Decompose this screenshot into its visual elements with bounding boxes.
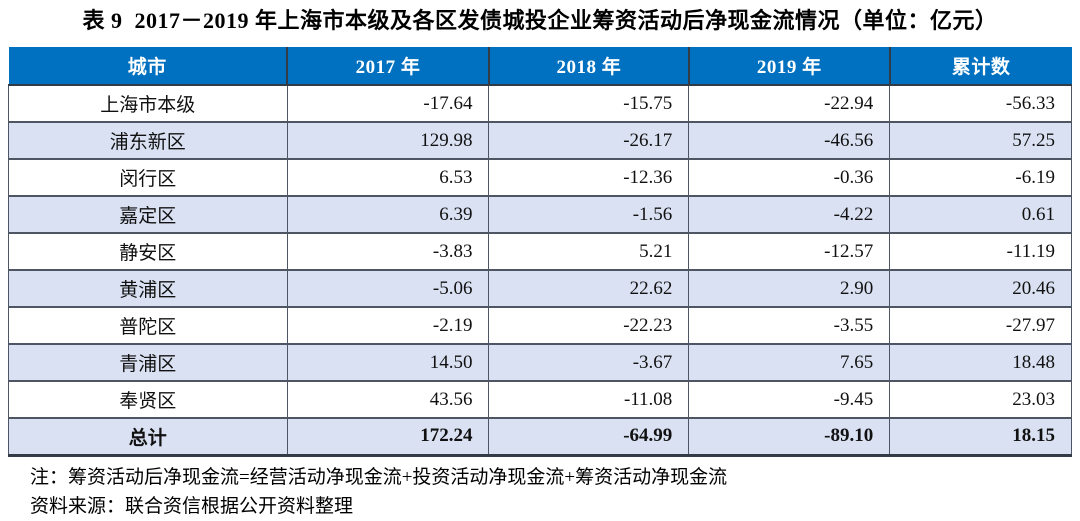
table-row: 浦东新区 129.98 -26.17 -46.56 57.25 (8, 122, 1072, 160)
source-note: 资料来源：联合资信根据公开资料整理 (30, 495, 354, 517)
value-cell: -0.36 (688, 159, 891, 197)
value-cell: -27.97 (889, 307, 1072, 345)
column-header-2019: 2019 年 (687, 47, 890, 86)
value-cell: 22.62 (488, 270, 690, 308)
table-title: 表 9 2017－2019 年上海市本级及各区发债城投企业筹资活动后净现金流情况… (82, 8, 998, 33)
value-cell: -3.55 (688, 307, 891, 345)
value-cell: -12.36 (488, 159, 690, 197)
value-cell: 5.21 (488, 233, 690, 271)
city-cell: 青浦区 (8, 344, 288, 382)
city-cell: 闵行区 (8, 159, 288, 197)
table-row: 静安区 -3.83 5.21 -12.57 -11.19 (8, 233, 1072, 271)
table-row: 闵行区 6.53 -12.36 -0.36 -6.19 (8, 159, 1072, 197)
value-cell: -12.57 (688, 233, 891, 271)
value-cell: -11.19 (889, 233, 1072, 271)
total-value-cell: -89.10 (688, 418, 891, 455)
value-cell: -15.75 (488, 85, 690, 123)
value-cell: -11.08 (488, 381, 690, 419)
footnotes: 注：筹资活动后净现金流=经营活动净现金流+投资活动净现金流+筹资活动净现金流 资… (30, 463, 1080, 521)
column-header-2018: 2018 年 (487, 47, 689, 86)
column-header-2017: 2017 年 (286, 47, 489, 86)
value-cell: 18.48 (889, 344, 1072, 382)
column-header-city: 城市 (8, 47, 287, 86)
table-row: 普陀区 -2.19 -22.23 -3.55 -27.97 (8, 307, 1072, 345)
city-cell: 黄浦区 (8, 270, 288, 308)
total-label-cell: 总计 (8, 418, 288, 455)
city-cell: 奉贤区 (8, 381, 288, 419)
value-cell: 6.39 (286, 196, 490, 234)
value-cell: 7.65 (688, 344, 891, 382)
table-row: 上海市本级 -17.64 -15.75 -22.94 -56.33 (8, 85, 1072, 123)
value-cell: -4.22 (688, 196, 891, 234)
city-cell: 嘉定区 (8, 196, 288, 234)
value-cell: 14.50 (286, 344, 490, 382)
value-cell: -17.64 (286, 85, 490, 123)
table-container: 城市 2017 年 2018 年 2019 年 累计数 上海市本级 -17.64… (8, 47, 1072, 457)
value-cell: -6.19 (889, 159, 1072, 197)
column-header-total: 累计数 (888, 47, 1072, 86)
value-cell: -46.56 (688, 122, 891, 160)
table-row: 黄浦区 -5.06 22.62 2.90 20.46 (8, 270, 1072, 308)
value-cell: 43.56 (286, 381, 490, 419)
table-header-row: 城市 2017 年 2018 年 2019 年 累计数 (8, 47, 1072, 86)
city-cell: 静安区 (8, 233, 288, 271)
total-row: 总计 172.24 -64.99 -89.10 18.15 (8, 418, 1072, 455)
cashflow-table: 城市 2017 年 2018 年 2019 年 累计数 上海市本级 -17.64… (8, 47, 1072, 457)
value-cell: -9.45 (688, 381, 891, 419)
city-cell: 普陀区 (8, 307, 288, 345)
city-cell: 上海市本级 (8, 85, 288, 123)
value-cell: 57.25 (889, 122, 1072, 160)
total-value-cell: 18.15 (889, 418, 1072, 455)
value-cell: -22.94 (688, 85, 891, 123)
value-cell: -22.23 (488, 307, 690, 345)
value-cell: 6.53 (286, 159, 490, 197)
total-value-cell: -64.99 (488, 418, 690, 455)
table-row: 奉贤区 43.56 -11.08 -9.45 23.03 (8, 381, 1072, 419)
value-cell: 23.03 (889, 381, 1072, 419)
value-cell: -2.19 (286, 307, 490, 345)
value-cell: 129.98 (286, 122, 490, 160)
value-cell: -3.83 (286, 233, 490, 271)
table-row: 青浦区 14.50 -3.67 7.65 18.48 (8, 344, 1072, 382)
total-value-cell: 172.24 (286, 418, 490, 455)
value-cell: -5.06 (286, 270, 490, 308)
value-cell: 0.61 (889, 196, 1072, 234)
value-cell: -26.17 (488, 122, 690, 160)
table-note: 注：筹资活动后净现金流=经营活动净现金流+投资活动净现金流+筹资活动净现金流 (30, 466, 728, 488)
table-row: 嘉定区 6.39 -1.56 -4.22 0.61 (8, 196, 1072, 234)
value-cell: 2.90 (688, 270, 891, 308)
value-cell: 20.46 (889, 270, 1072, 308)
value-cell: -1.56 (488, 196, 690, 234)
value-cell: -3.67 (488, 344, 690, 382)
city-cell: 浦东新区 (8, 122, 288, 160)
value-cell: -56.33 (889, 85, 1072, 123)
